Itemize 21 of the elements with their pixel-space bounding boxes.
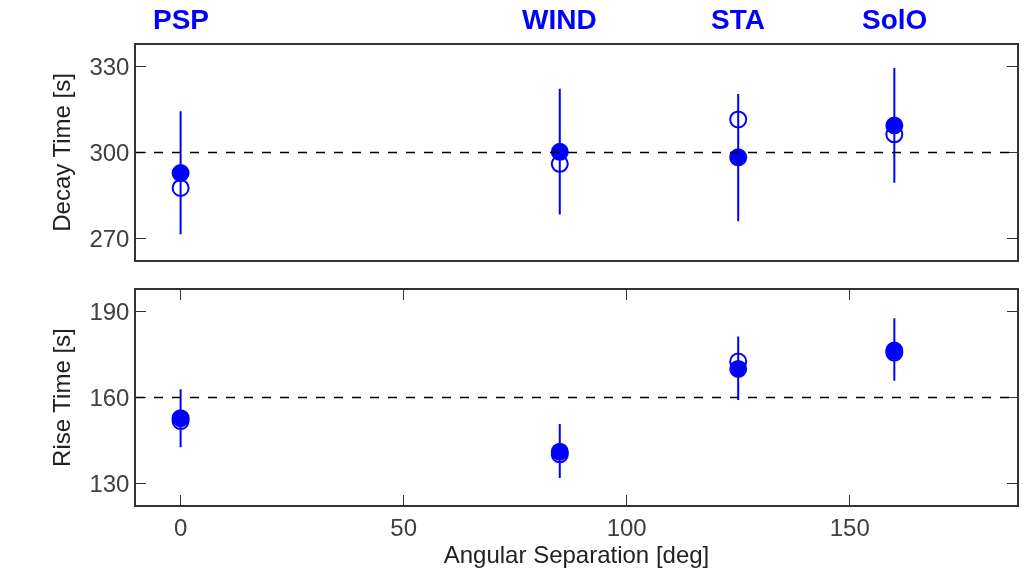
x-tick-label: 150: [829, 513, 870, 541]
point: [729, 110, 748, 129]
y-tick-label: 270: [89, 224, 130, 252]
point: [171, 164, 190, 183]
x-tick-label: 0: [173, 513, 188, 541]
y-tick-label: 300: [89, 138, 130, 166]
text: SolO: [862, 4, 928, 35]
x-axis-title: Angular Separation [deg]: [443, 540, 710, 568]
x-tick-label: 100: [606, 513, 647, 541]
y-tick-label: 130: [89, 469, 130, 497]
y-axis-title: Rise Time [s]: [48, 328, 75, 467]
x-tick-label: 50: [390, 513, 417, 541]
y-tick-label: 160: [89, 383, 130, 411]
y-tick-label: 190: [89, 298, 130, 326]
point: [729, 148, 748, 167]
text: STA: [711, 4, 765, 35]
text: PSP: [153, 4, 210, 35]
point: [171, 178, 190, 197]
text: WIND: [522, 4, 597, 35]
y-axis-title: Decay Time [s]: [48, 73, 75, 232]
y-tick-label: 330: [89, 52, 130, 80]
